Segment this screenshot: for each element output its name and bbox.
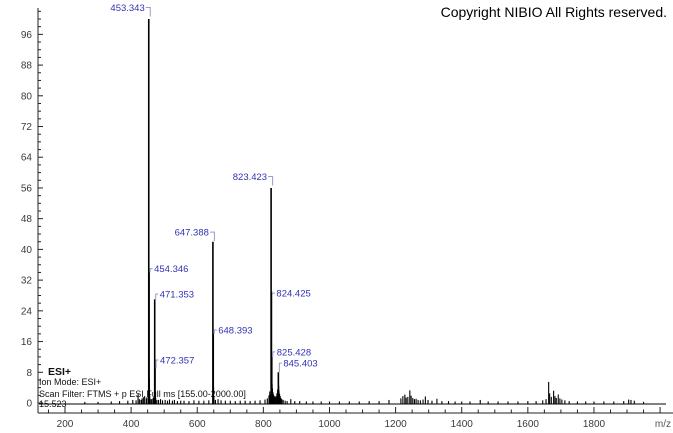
scan-filter-line: Scan Filter: FTMS + p ESI Full ms [155.0… xyxy=(39,389,246,399)
x-tick-label: 1200 xyxy=(384,419,407,430)
peak-label: 647.388 xyxy=(175,228,209,239)
peak-label: 454.346 xyxy=(154,264,188,275)
peak-label-leader xyxy=(213,329,217,334)
y-tick-label: 64 xyxy=(21,153,33,164)
peak-label-leader xyxy=(155,293,159,300)
y-tick-label: 40 xyxy=(21,245,33,256)
copyright-text: Copyright NIBIO All Rights reserved. xyxy=(440,4,667,20)
y-tick-label: 8 xyxy=(26,368,32,379)
ion-mode-line: Ion Mode: ESI+ xyxy=(39,377,102,387)
x-tick-label: 400 xyxy=(123,419,140,430)
peak-label-leader xyxy=(149,268,153,273)
peak-label: 453.343 xyxy=(110,3,144,14)
y-tick-label: 56 xyxy=(21,183,33,194)
peak-label: 825.428 xyxy=(277,347,311,358)
y-tick-label: 24 xyxy=(21,306,33,317)
peak-label-leader xyxy=(278,362,282,373)
x-tick-label: 1600 xyxy=(517,419,540,430)
x-tick-label: 600 xyxy=(189,419,206,430)
x-tick-label: 1000 xyxy=(318,419,341,430)
peak-label: 472.357 xyxy=(160,355,194,366)
x-tick-label: 1400 xyxy=(451,419,474,430)
y-tick-label: 32 xyxy=(21,276,33,287)
peak-label-leader xyxy=(155,359,159,369)
y-tick-label: 88 xyxy=(21,61,33,72)
x-tick-label: 1800 xyxy=(583,419,606,430)
x-tick-label: 200 xyxy=(57,419,74,430)
y-tick-label: 48 xyxy=(21,214,33,225)
peak-label: 845.403 xyxy=(283,359,317,370)
y-tick-label: 16 xyxy=(21,337,33,348)
peak-label-leader xyxy=(145,6,151,17)
ion-mode-title: ESI+ xyxy=(48,366,72,378)
x-tick-label: 800 xyxy=(255,419,272,430)
peak-label-leader xyxy=(209,231,215,242)
x-axis-unit-label: m/z xyxy=(655,419,671,430)
peak-label: 471.353 xyxy=(160,289,194,300)
peak-label: 823.423 xyxy=(233,172,267,183)
peak-label-leader xyxy=(268,175,274,186)
peak-label-leader xyxy=(272,351,276,357)
y-tick-label: 80 xyxy=(21,91,33,102)
y-tick-label: 96 xyxy=(21,30,33,41)
peak-label: 648.393 xyxy=(218,326,252,337)
peak-label: 824.425 xyxy=(276,289,310,300)
y-tick-label: 0 xyxy=(26,399,32,410)
y-tick-label: 72 xyxy=(21,122,33,133)
